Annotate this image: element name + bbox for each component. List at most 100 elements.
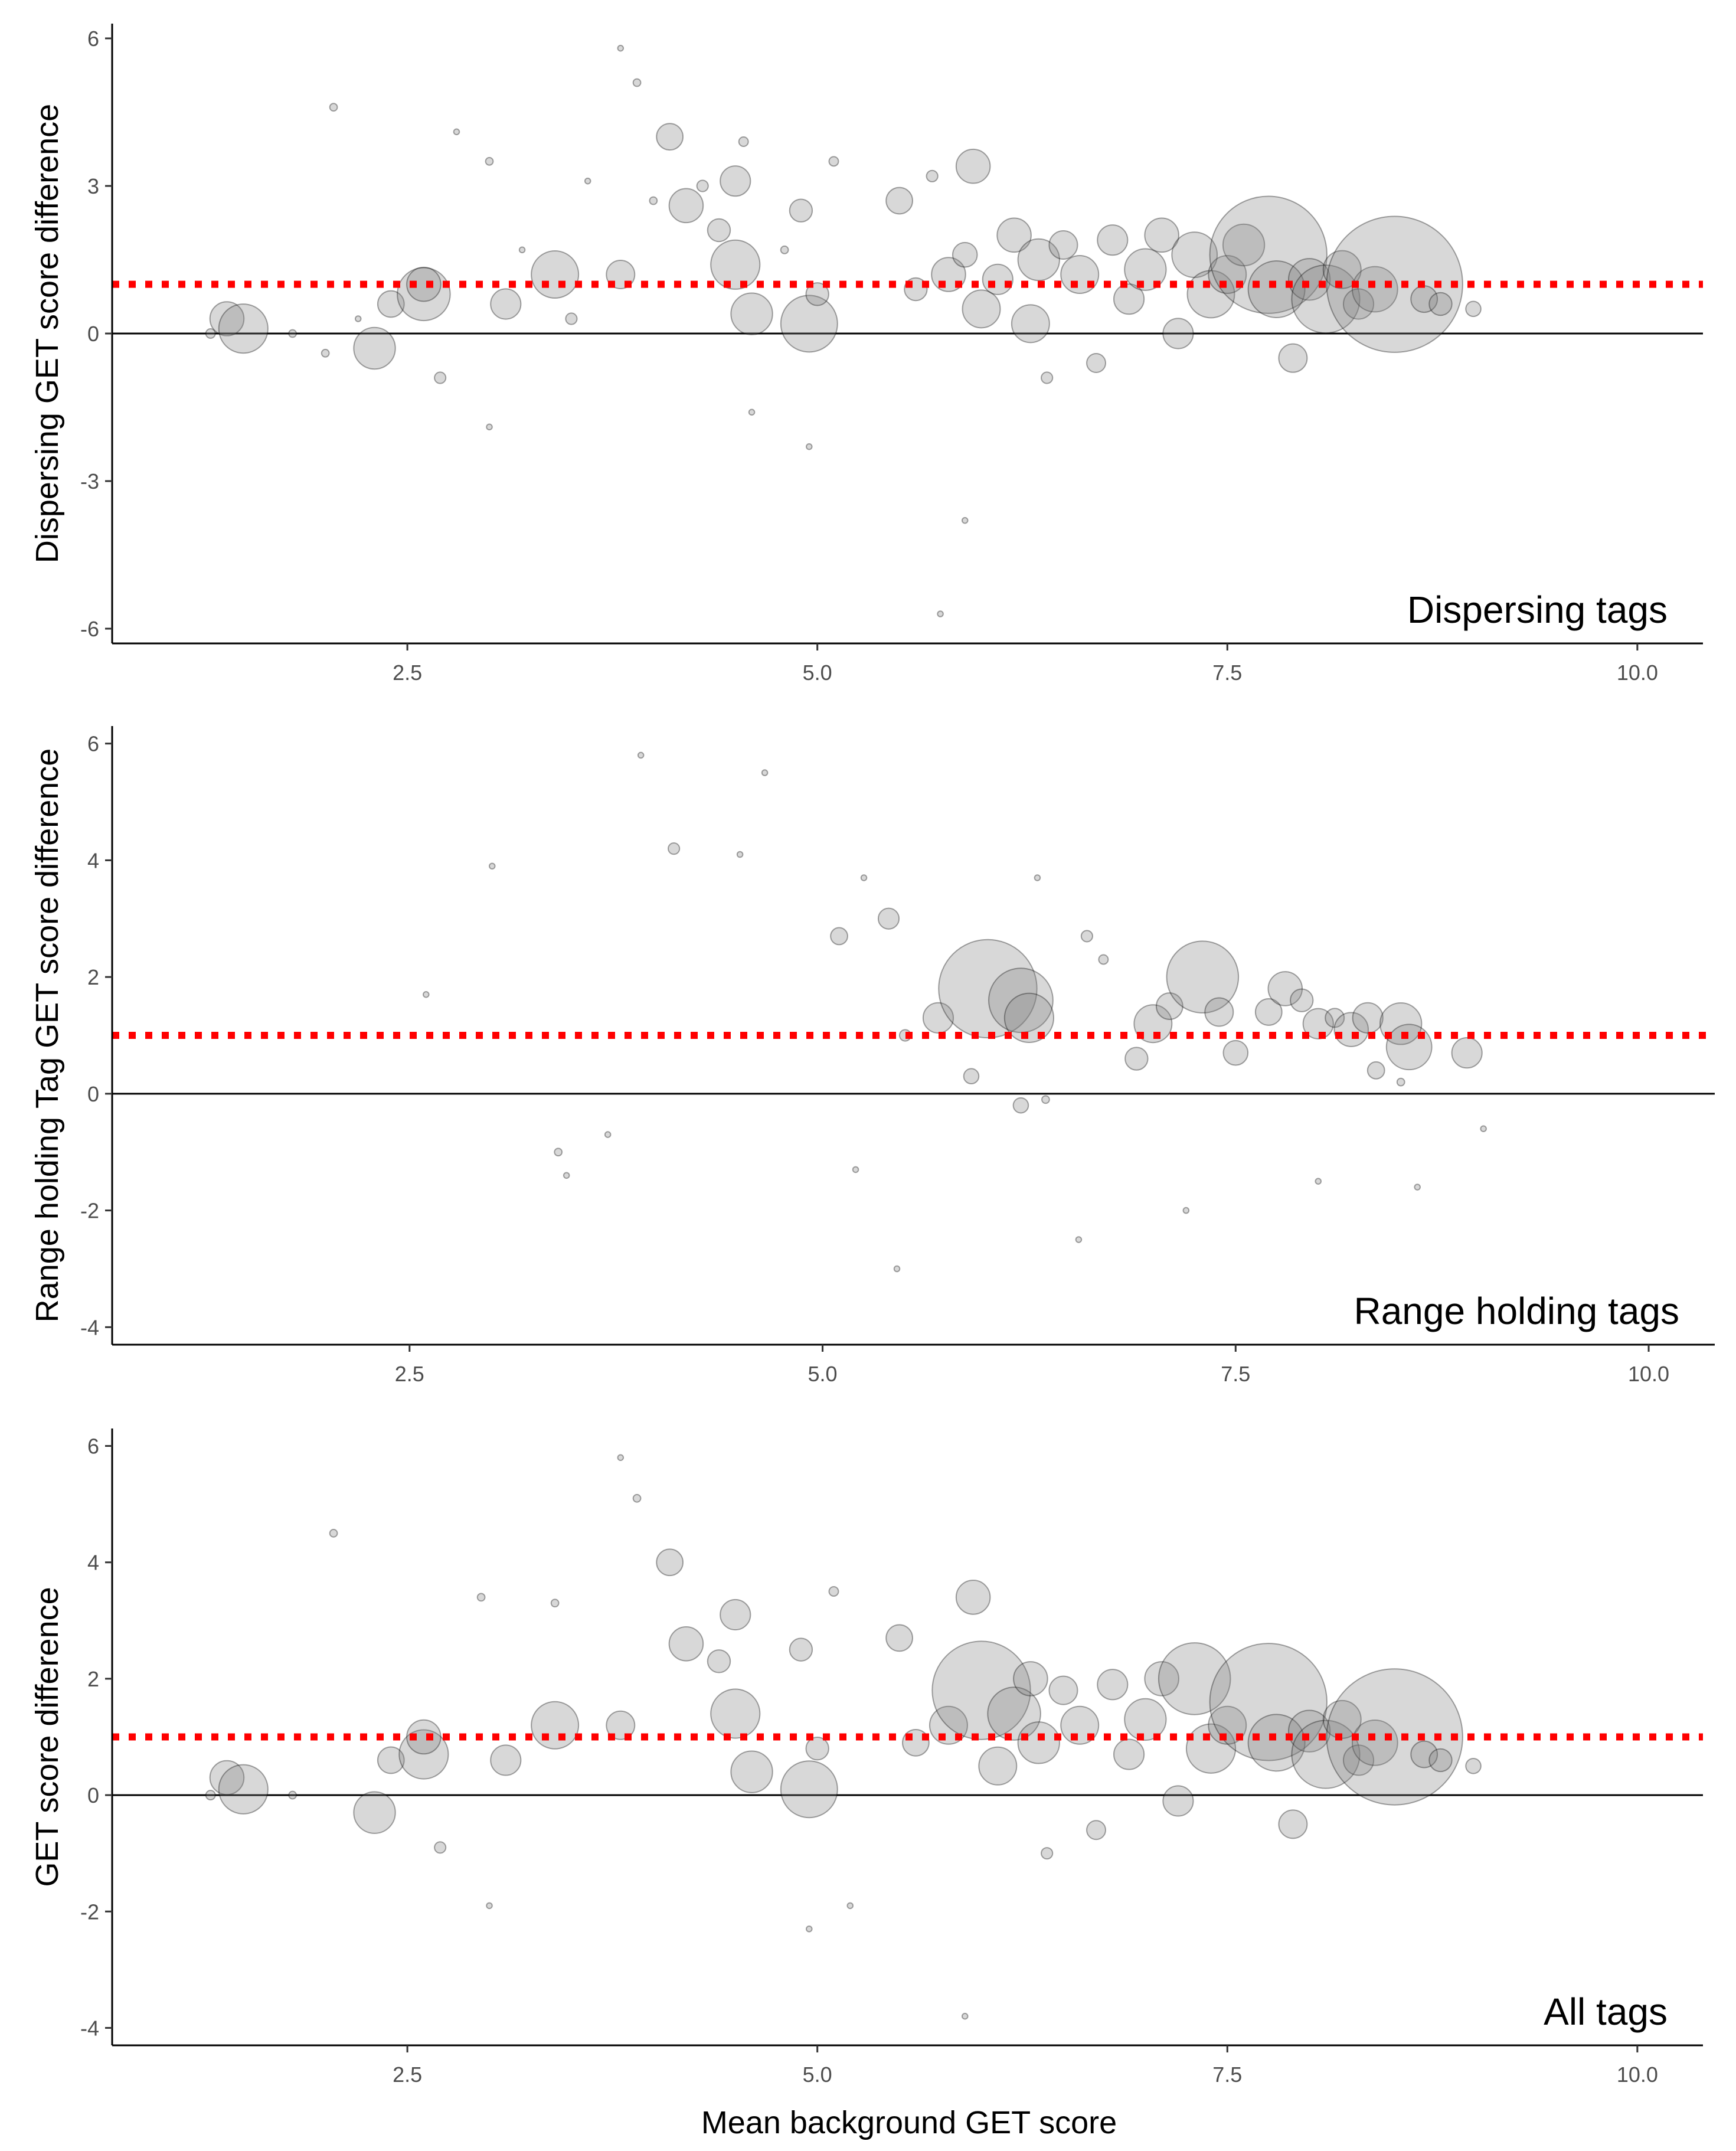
data-point [1247, 260, 1306, 318]
y-tick-label: 2 [87, 1667, 99, 1691]
panel-label: Range holding tags [1354, 1290, 1679, 1332]
data-point [707, 1649, 731, 1673]
y-tick-label: 6 [87, 732, 99, 756]
data-point [1097, 1669, 1129, 1701]
data-point [922, 1002, 954, 1034]
data-point [353, 326, 396, 370]
data-point [434, 1841, 447, 1854]
data-point [1254, 998, 1283, 1026]
data-point [961, 2012, 969, 2020]
data-point [329, 1529, 338, 1538]
data-point [1396, 1077, 1405, 1087]
data-point [1204, 997, 1234, 1027]
x-tick-label: 2.5 [393, 2062, 422, 2087]
data-point [406, 266, 442, 302]
data-point [1048, 230, 1078, 260]
data-point [1086, 1820, 1107, 1841]
data-point [710, 239, 761, 290]
data-point [1247, 1714, 1306, 1772]
data-point [1080, 930, 1093, 943]
data-point [805, 1737, 829, 1761]
data-point [780, 245, 789, 254]
x-tick-label: 10.0 [1617, 2062, 1658, 2087]
data-point [353, 1791, 396, 1834]
data-point [1326, 1668, 1463, 1806]
data-point [1465, 1757, 1482, 1774]
data-point [453, 128, 460, 136]
data-point [1333, 1012, 1369, 1047]
data-point [649, 196, 658, 205]
data-point [830, 927, 848, 946]
data-point [490, 1744, 522, 1776]
data-point [1048, 1675, 1078, 1705]
data-point [485, 156, 494, 166]
data-point [1041, 371, 1054, 384]
data-point [1041, 1847, 1054, 1860]
data-point [805, 282, 829, 306]
data-point [931, 1640, 1031, 1740]
data-point [978, 1746, 1018, 1786]
data-point [329, 103, 338, 112]
data-point [617, 44, 625, 52]
data-point [1278, 343, 1308, 373]
data-point [632, 1493, 642, 1503]
data-point [1287, 258, 1331, 301]
data-point [828, 1586, 839, 1597]
data-point [518, 246, 526, 254]
y-tick-label: -2 [80, 1900, 99, 1924]
y-tick-label: 0 [87, 322, 99, 346]
data-point [423, 990, 430, 998]
chart-panel-3: -4 -2 0 2 4 6 2.5 5.0 7.5 10.0 GET score differenc… [30, 1428, 1703, 2087]
x-tick-label: 5.0 [803, 2062, 832, 2087]
y-tick-label: -4 [80, 1315, 99, 1339]
data-point [1086, 353, 1107, 373]
data-point [1144, 1661, 1179, 1696]
panel-label: All tags [1544, 1990, 1668, 2033]
data-point [982, 263, 1014, 295]
y-tick-label: -3 [80, 469, 99, 493]
data-point [490, 288, 522, 320]
data-point [486, 1902, 493, 1910]
data-point [748, 408, 756, 416]
data-point [668, 188, 704, 224]
y-tick-label: -4 [80, 2016, 99, 2040]
data-point [288, 1790, 297, 1800]
data-point [1222, 1039, 1249, 1066]
x-tick-label: 7.5 [1221, 1362, 1250, 1386]
data-point [1385, 1024, 1433, 1071]
data-point [377, 290, 405, 318]
y-tick-label: 6 [87, 1434, 99, 1459]
data-point [789, 198, 813, 223]
data-point [1287, 1709, 1331, 1753]
data-point [1171, 231, 1218, 279]
data-point [617, 1454, 625, 1462]
data-point [789, 1637, 813, 1662]
bubbles [423, 751, 1487, 1273]
x-tick-label: 7.5 [1212, 661, 1242, 685]
data-point [1113, 283, 1145, 315]
data-point [1098, 954, 1109, 965]
chart-panel-2: -4 -2 0 2 4 6 2.5 5.0 7.5 10.0 Range holding Tag G… [30, 726, 1715, 1386]
data-point [554, 1148, 563, 1157]
data-point [1209, 1643, 1328, 1761]
x-tick-label: 2.5 [395, 1362, 424, 1386]
data-point [860, 874, 868, 881]
bubbles [205, 44, 1482, 617]
data-point [780, 295, 838, 353]
data-point [1124, 1047, 1149, 1071]
data-point [637, 751, 645, 759]
data-point [696, 179, 709, 192]
y-axis-title: Range holding Tag GET score difference [30, 748, 65, 1323]
data-point [354, 315, 362, 322]
data-point [1366, 1061, 1385, 1080]
data-point [209, 1760, 245, 1796]
data-point [988, 967, 1054, 1034]
data-point [1097, 224, 1129, 256]
y-tick-label: -6 [80, 617, 99, 641]
data-point [1166, 940, 1240, 1014]
data-point [710, 1688, 761, 1739]
x-tick-label: 7.5 [1212, 2062, 1242, 2087]
x-tick-label: 5.0 [808, 1362, 838, 1386]
data-point [1342, 1744, 1375, 1776]
data-point [961, 516, 969, 524]
